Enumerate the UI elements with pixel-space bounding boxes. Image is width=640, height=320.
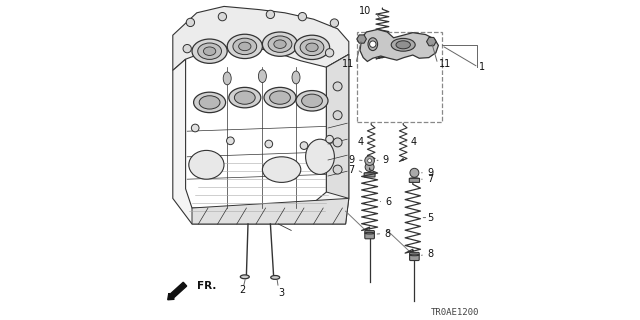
Text: 9: 9: [427, 168, 433, 178]
Circle shape: [410, 168, 419, 177]
FancyBboxPatch shape: [410, 252, 419, 260]
Ellipse shape: [296, 91, 328, 111]
Ellipse shape: [192, 39, 227, 63]
Polygon shape: [360, 29, 438, 61]
Ellipse shape: [300, 39, 324, 56]
Ellipse shape: [227, 34, 262, 59]
Circle shape: [330, 19, 339, 27]
Text: 3: 3: [278, 288, 284, 298]
Ellipse shape: [259, 70, 266, 83]
Polygon shape: [173, 54, 349, 224]
Circle shape: [333, 165, 342, 174]
Ellipse shape: [239, 42, 251, 51]
Circle shape: [333, 111, 342, 120]
Ellipse shape: [204, 47, 216, 55]
FancyBboxPatch shape: [410, 178, 420, 182]
Bar: [357, 32, 442, 122]
Circle shape: [191, 124, 199, 132]
Ellipse shape: [301, 94, 323, 108]
Circle shape: [333, 82, 342, 91]
Text: FR.: FR.: [197, 281, 216, 292]
Ellipse shape: [189, 150, 224, 179]
Circle shape: [300, 142, 308, 149]
Circle shape: [333, 138, 342, 147]
FancyBboxPatch shape: [365, 231, 374, 239]
Text: TR0AE1200: TR0AE1200: [431, 308, 479, 317]
Ellipse shape: [306, 139, 334, 174]
Polygon shape: [192, 198, 349, 224]
Ellipse shape: [391, 38, 415, 51]
Circle shape: [367, 159, 372, 163]
Circle shape: [265, 140, 273, 148]
Ellipse shape: [262, 32, 298, 56]
Ellipse shape: [365, 172, 375, 175]
Ellipse shape: [368, 38, 378, 51]
Text: 8: 8: [427, 249, 433, 260]
Ellipse shape: [193, 92, 226, 113]
Ellipse shape: [294, 35, 330, 60]
Circle shape: [218, 12, 227, 21]
Text: 8: 8: [384, 228, 390, 239]
Text: 9: 9: [383, 155, 389, 165]
Ellipse shape: [262, 157, 301, 182]
Ellipse shape: [264, 87, 296, 108]
Circle shape: [298, 12, 307, 21]
Ellipse shape: [269, 91, 291, 104]
Text: 11: 11: [342, 59, 355, 69]
Ellipse shape: [292, 71, 300, 84]
Circle shape: [326, 135, 333, 143]
Circle shape: [186, 18, 195, 27]
Text: 1: 1: [479, 62, 486, 72]
FancyBboxPatch shape: [364, 173, 375, 177]
Ellipse shape: [233, 38, 257, 55]
Ellipse shape: [234, 91, 255, 104]
Text: 11: 11: [439, 59, 451, 69]
Polygon shape: [357, 35, 366, 43]
Text: 4: 4: [411, 137, 417, 148]
Ellipse shape: [223, 72, 231, 85]
Polygon shape: [173, 6, 349, 70]
Text: 6: 6: [385, 196, 392, 207]
Polygon shape: [326, 54, 349, 198]
Text: 4: 4: [357, 137, 364, 148]
Ellipse shape: [241, 275, 250, 279]
Text: 7: 7: [427, 174, 433, 184]
Ellipse shape: [274, 40, 286, 48]
Circle shape: [365, 156, 374, 165]
Ellipse shape: [198, 43, 221, 60]
Circle shape: [266, 10, 275, 19]
Text: 9: 9: [349, 155, 355, 165]
Circle shape: [370, 41, 376, 47]
Text: 7: 7: [349, 164, 355, 175]
FancyArrow shape: [168, 282, 187, 300]
Ellipse shape: [268, 36, 292, 52]
Ellipse shape: [396, 41, 410, 49]
Circle shape: [227, 137, 234, 145]
Ellipse shape: [410, 178, 419, 180]
Ellipse shape: [199, 96, 220, 109]
Ellipse shape: [229, 87, 261, 108]
Text: 10: 10: [359, 6, 371, 16]
Circle shape: [365, 163, 374, 172]
Ellipse shape: [410, 254, 419, 256]
Ellipse shape: [271, 276, 280, 279]
Ellipse shape: [365, 232, 374, 234]
Ellipse shape: [306, 43, 318, 52]
Text: 2: 2: [239, 285, 245, 295]
Circle shape: [183, 44, 191, 53]
Polygon shape: [427, 37, 436, 46]
Text: 5: 5: [428, 212, 434, 223]
Circle shape: [326, 49, 334, 57]
